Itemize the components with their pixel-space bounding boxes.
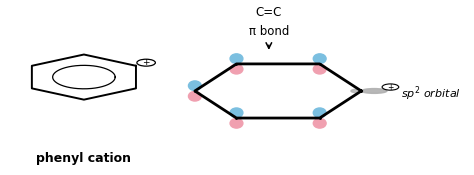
Text: π bond: π bond	[249, 25, 289, 38]
Ellipse shape	[313, 64, 326, 74]
Ellipse shape	[361, 89, 387, 93]
Ellipse shape	[230, 54, 243, 64]
Text: $sp^2$ orbital: $sp^2$ orbital	[401, 85, 460, 103]
Ellipse shape	[189, 81, 201, 90]
Text: +: +	[142, 58, 150, 67]
Ellipse shape	[351, 89, 361, 93]
Text: +: +	[387, 83, 393, 92]
Ellipse shape	[230, 108, 243, 118]
Ellipse shape	[313, 108, 326, 118]
Text: phenyl cation: phenyl cation	[36, 152, 131, 165]
Text: C=C: C=C	[255, 6, 282, 19]
Ellipse shape	[230, 64, 243, 74]
Ellipse shape	[230, 118, 243, 128]
Ellipse shape	[189, 91, 201, 101]
Ellipse shape	[313, 54, 326, 64]
Ellipse shape	[313, 118, 326, 128]
